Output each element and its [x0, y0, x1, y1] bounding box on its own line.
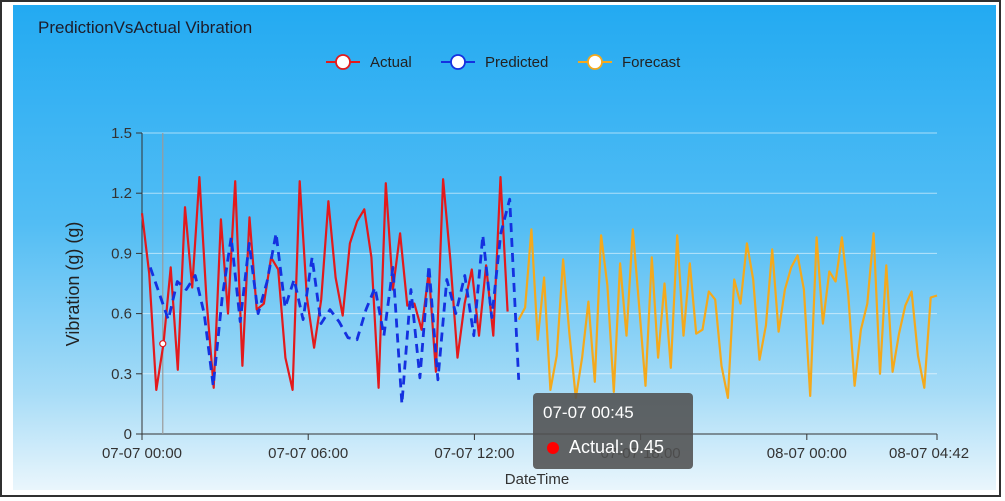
chart-tooltip: 07-07 00:45 Actual: 0.45 — [533, 393, 693, 469]
legend-label: Predicted — [485, 54, 548, 71]
tooltip-value: Actual: 0.45 — [569, 437, 665, 457]
series-line-forecast — [517, 228, 938, 399]
legend-item-forecast[interactable]: Forecast — [578, 54, 681, 71]
legend[interactable]: Actual Predicted Forecast — [326, 54, 681, 71]
axes — [141, 133, 937, 435]
x-axis-title: DateTime — [505, 471, 569, 488]
legend-item-predicted[interactable]: Predicted — [441, 54, 548, 71]
x-tick-label: 08-07 04:42 — [889, 445, 969, 462]
y-ticks: 0 0.3 0.6 0.9 1.2 1.5 — [111, 125, 142, 443]
chart-panel: PredictionVsActual Vibration — [13, 5, 996, 490]
legend-label: Actual — [370, 54, 412, 71]
x-tick-label: 07-07 12:00 — [434, 445, 514, 462]
series-line-actual — [140, 176, 509, 391]
y-tick-label: 1.2 — [111, 185, 132, 202]
legend-label: Forecast — [622, 54, 681, 71]
x-tick-label: 07-07 00:00 — [102, 445, 182, 462]
y-tick-label: 0.9 — [111, 245, 132, 262]
y-tick-label: 0 — [124, 426, 132, 443]
y-tick-label: 1.5 — [111, 125, 132, 142]
legend-marker — [587, 54, 603, 70]
chart-title: PredictionVsActual Vibration — [38, 18, 253, 37]
legend-marker — [335, 54, 351, 70]
y-tick-label: 0.6 — [111, 306, 132, 323]
legend-marker — [450, 54, 466, 70]
tooltip-time: 07-07 00:45 — [543, 403, 634, 422]
series-layer — [140, 176, 938, 406]
x-tick-label: 08-07 00:00 — [767, 445, 847, 462]
y-axis-title: Vibration (g) (g) — [63, 222, 83, 347]
legend-item-actual[interactable]: Actual — [326, 54, 412, 71]
hover-point-marker — [159, 340, 167, 348]
tooltip-series-dot — [547, 442, 559, 454]
y-tick-label: 0.3 — [111, 366, 132, 383]
x-tick-label: 07-07 06:00 — [268, 445, 348, 462]
